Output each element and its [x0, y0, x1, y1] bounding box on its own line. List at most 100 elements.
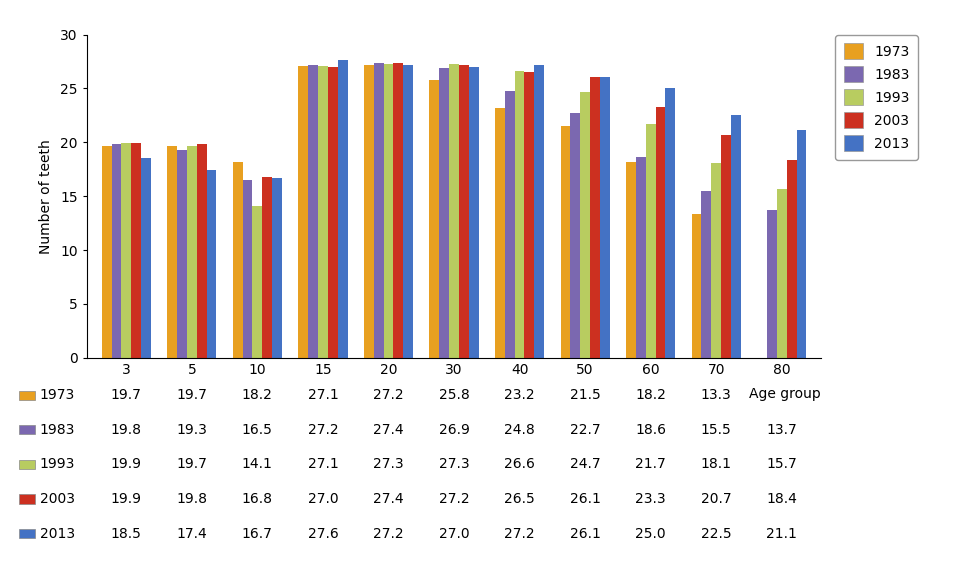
Bar: [469, 67, 478, 358]
Text: 27.1: 27.1: [307, 458, 338, 471]
Text: 27.2: 27.2: [373, 527, 404, 541]
Bar: [731, 115, 741, 358]
Text: Age group: Age group: [750, 387, 821, 401]
Text: 18.4: 18.4: [766, 492, 797, 506]
Legend: 1973, 1983, 1993, 2003, 2013: 1973, 1983, 1993, 2003, 2013: [836, 35, 918, 160]
Bar: [141, 159, 151, 358]
Text: 1973: 1973: [40, 388, 74, 402]
Text: 27.4: 27.4: [373, 423, 404, 437]
Text: 27.2: 27.2: [373, 388, 404, 402]
Text: 21.1: 21.1: [766, 527, 797, 541]
Text: 16.5: 16.5: [242, 423, 272, 437]
Text: 18.2: 18.2: [242, 388, 272, 402]
Bar: [722, 135, 731, 358]
Text: 26.9: 26.9: [439, 423, 469, 437]
Bar: [122, 144, 131, 358]
Bar: [384, 63, 393, 358]
Bar: [242, 180, 252, 358]
Text: 18.5: 18.5: [111, 527, 142, 541]
Text: 15.7: 15.7: [766, 458, 797, 471]
Text: 27.6: 27.6: [307, 527, 338, 541]
Bar: [207, 170, 216, 358]
Text: 19.7: 19.7: [177, 388, 208, 402]
Text: 27.2: 27.2: [307, 423, 338, 437]
Text: 27.1: 27.1: [307, 388, 338, 402]
Bar: [570, 113, 581, 358]
Bar: [600, 77, 610, 358]
Text: 14.1: 14.1: [242, 458, 272, 471]
Bar: [364, 65, 374, 358]
Bar: [560, 126, 570, 358]
Text: 27.3: 27.3: [373, 458, 404, 471]
Text: 17.4: 17.4: [177, 527, 207, 541]
Bar: [505, 91, 515, 358]
Bar: [525, 72, 534, 358]
Bar: [797, 130, 807, 358]
Bar: [656, 107, 666, 358]
Bar: [233, 162, 242, 358]
Y-axis label: Number of teeth: Number of teeth: [40, 139, 53, 253]
Bar: [131, 144, 141, 358]
Bar: [252, 206, 263, 358]
Text: 2013: 2013: [40, 527, 74, 541]
Text: 22.5: 22.5: [701, 527, 731, 541]
Bar: [318, 66, 327, 358]
Text: 26.1: 26.1: [570, 492, 601, 506]
Bar: [393, 63, 403, 358]
Bar: [777, 189, 786, 358]
Text: 27.2: 27.2: [504, 527, 535, 541]
Text: 24.7: 24.7: [570, 458, 601, 471]
Bar: [449, 63, 459, 358]
Text: 18.1: 18.1: [700, 458, 731, 471]
Bar: [374, 63, 384, 358]
Bar: [186, 145, 197, 358]
Bar: [197, 144, 207, 358]
Text: 19.7: 19.7: [177, 458, 208, 471]
Bar: [786, 160, 797, 358]
Text: 26.5: 26.5: [504, 492, 535, 506]
Bar: [626, 162, 636, 358]
Text: 26.6: 26.6: [504, 458, 535, 471]
Bar: [272, 178, 282, 358]
Text: 27.0: 27.0: [307, 492, 338, 506]
Bar: [666, 88, 675, 358]
Text: 23.3: 23.3: [636, 492, 666, 506]
Text: 27.3: 27.3: [439, 458, 469, 471]
Text: 20.7: 20.7: [701, 492, 731, 506]
Text: 19.9: 19.9: [111, 458, 142, 471]
Text: 27.4: 27.4: [373, 492, 404, 506]
Text: 27.2: 27.2: [439, 492, 469, 506]
Bar: [263, 177, 272, 358]
Bar: [111, 144, 122, 358]
Text: 23.2: 23.2: [504, 388, 535, 402]
Text: 18.2: 18.2: [636, 388, 667, 402]
Text: 1993: 1993: [40, 458, 75, 471]
Text: 19.7: 19.7: [111, 388, 142, 402]
Text: 1983: 1983: [40, 423, 75, 437]
Text: 13.3: 13.3: [701, 388, 731, 402]
Bar: [636, 158, 645, 358]
Text: 26.1: 26.1: [570, 527, 601, 541]
Bar: [459, 65, 469, 358]
Bar: [338, 61, 348, 358]
Text: 19.8: 19.8: [111, 423, 142, 437]
Text: 21.5: 21.5: [570, 388, 601, 402]
Text: 22.7: 22.7: [570, 423, 601, 437]
Bar: [645, 124, 656, 358]
Bar: [177, 150, 186, 358]
Bar: [515, 71, 525, 358]
Bar: [534, 65, 544, 358]
Bar: [430, 80, 440, 358]
Text: 2003: 2003: [40, 492, 74, 506]
Text: 25.8: 25.8: [439, 388, 469, 402]
Bar: [711, 163, 722, 358]
Text: 19.8: 19.8: [177, 492, 208, 506]
Text: 19.3: 19.3: [177, 423, 208, 437]
Text: 21.7: 21.7: [636, 458, 666, 471]
Bar: [327, 67, 338, 358]
Bar: [590, 77, 600, 358]
Bar: [403, 65, 413, 358]
Text: 15.5: 15.5: [701, 423, 731, 437]
Text: 19.9: 19.9: [111, 492, 142, 506]
Bar: [767, 210, 777, 358]
